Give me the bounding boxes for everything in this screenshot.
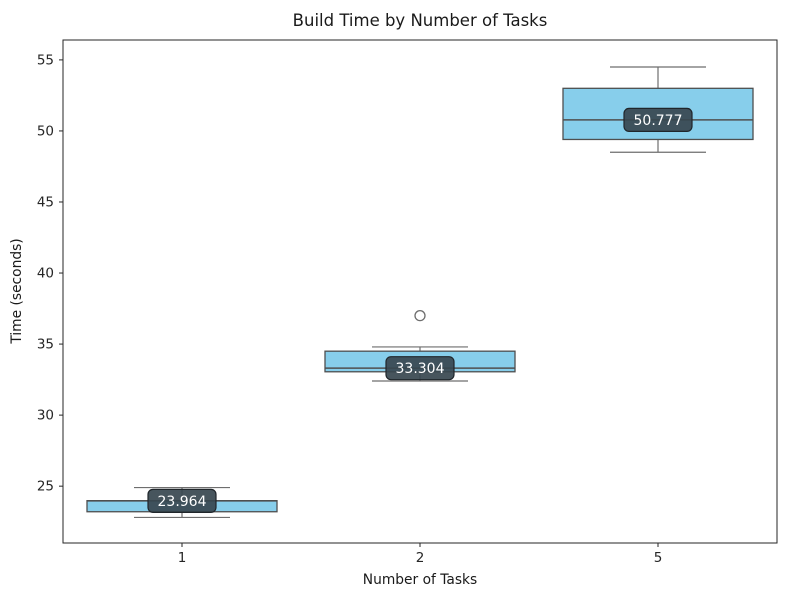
x-tick-label: 1: [178, 550, 187, 566]
y-tick-label: 35: [37, 337, 54, 353]
x-axis-label: Number of Tasks: [362, 572, 478, 588]
y-tick-label: 25: [37, 479, 54, 495]
median-badge: [623, 107, 693, 132]
median-badge-label: 23.964: [158, 494, 207, 510]
median-badge-label: 33.304: [396, 361, 445, 377]
y-tick-label: 45: [37, 194, 54, 210]
x-tick-label: 2: [416, 550, 425, 566]
median-badge-label: 50.777: [634, 113, 683, 129]
y-tick-label: 55: [37, 52, 54, 68]
x-tick-label: 5: [654, 550, 663, 566]
y-tick-label: 30: [37, 408, 54, 424]
y-tick-label: 50: [37, 123, 54, 139]
y-tick-label: 40: [37, 266, 54, 282]
outlier-marker: [414, 310, 426, 322]
median-badge: [147, 488, 217, 513]
chart-title: Build Time by Number of Tasks: [292, 11, 548, 30]
median-badge: [385, 356, 455, 381]
